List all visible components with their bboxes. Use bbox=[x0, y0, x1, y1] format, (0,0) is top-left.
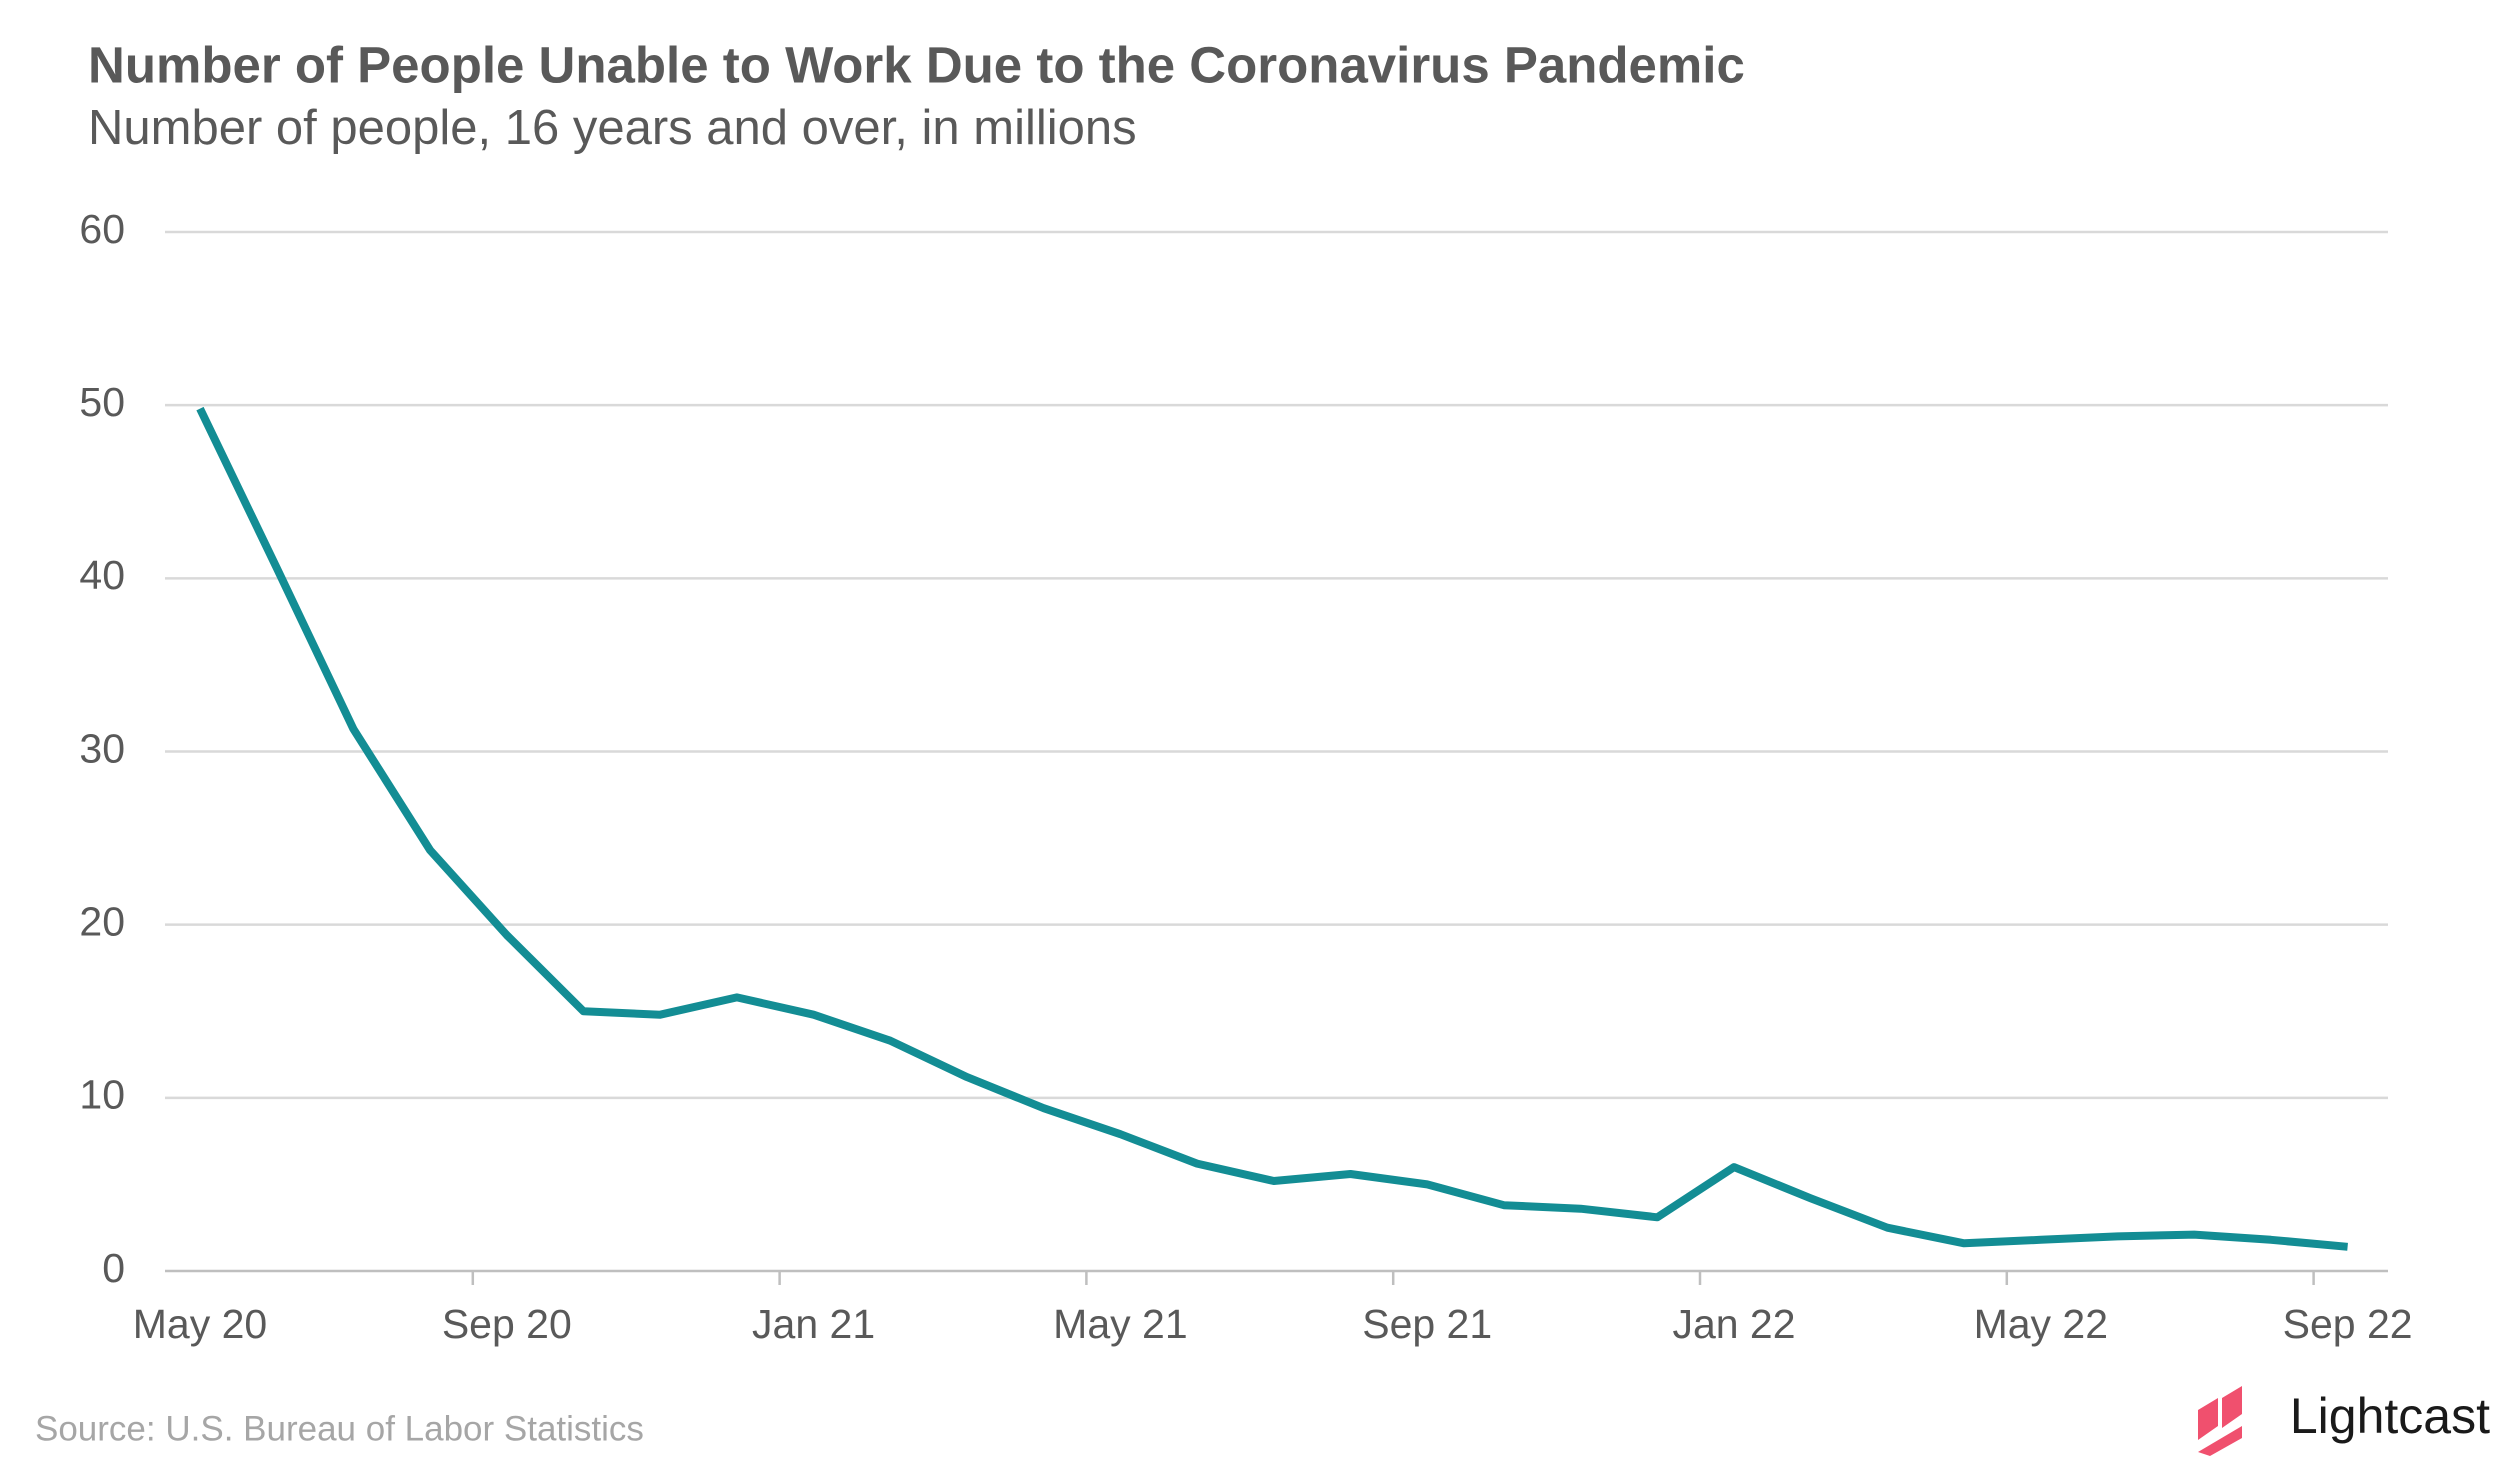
x-tick-label: Sep 21 bbox=[1362, 1301, 1492, 1347]
x-tick-label: May 20 bbox=[133, 1301, 267, 1347]
brand-logo bbox=[2198, 1386, 2242, 1456]
x-tick-label: Sep 20 bbox=[442, 1301, 572, 1347]
source: Source: U.S. Bureau of Labor Statistics bbox=[35, 1409, 644, 1448]
x-tick-label: Jan 22 bbox=[1672, 1301, 1795, 1347]
x-tick-label: Sep 22 bbox=[2283, 1301, 2413, 1347]
y-tick-label: 60 bbox=[79, 206, 125, 252]
y-tick-label: 30 bbox=[79, 725, 125, 771]
x-tick-label: May 21 bbox=[1053, 1301, 1187, 1347]
brand-name: Lightcast bbox=[2290, 1388, 2490, 1444]
y-tick-label: 50 bbox=[79, 379, 125, 425]
chart-subtitle: Number of people, 16 years and over, in … bbox=[88, 101, 1137, 155]
y-tick-label: 10 bbox=[79, 1072, 125, 1118]
data-line bbox=[196, 406, 2348, 1251]
y-tick-label: 40 bbox=[79, 552, 125, 598]
chart-title: Number of People Unable to Work Due to t… bbox=[88, 36, 1745, 93]
x-tick-label: May 22 bbox=[1974, 1301, 2108, 1347]
x-tick-label: Jan 21 bbox=[752, 1301, 875, 1347]
y-tick-label: 0 bbox=[102, 1245, 125, 1291]
y-tick-label: 20 bbox=[79, 898, 125, 944]
